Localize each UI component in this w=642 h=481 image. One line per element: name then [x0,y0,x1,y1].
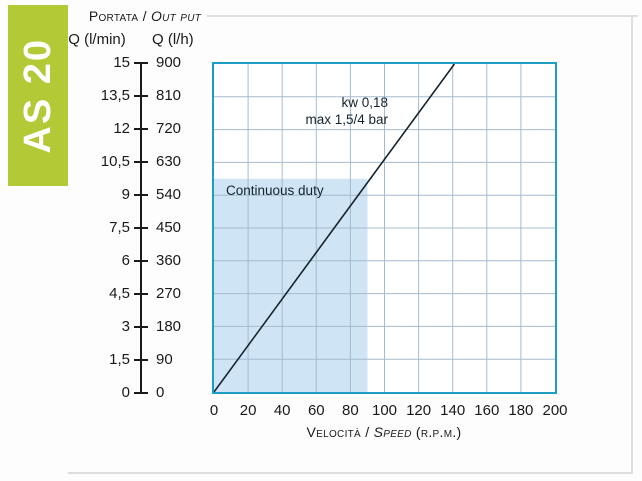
x-axis-tick-label: 20 [239,402,257,419]
product-name: AS 20 [16,37,59,154]
column-header-lmin: Q (l/min) [68,31,126,48]
chart-plot-area: kw 0,18 max 1,5/4 bar Continuous duty [212,62,557,394]
page-divider-right [631,15,633,474]
annotation-power: kw 0,18 [341,95,388,110]
scale-tick-mark [134,62,148,64]
lh-tick-label: 90 [156,351,173,368]
lmin-tick-label: 10,5 [100,153,130,170]
x-axis-tick-label: 200 [542,402,568,419]
scale-tick-mark [134,227,148,229]
annotation-pressure: max 1,5/4 bar [305,112,388,127]
lmin-tick-label: 12 [113,120,130,137]
lh-tick-label: 270 [156,285,182,302]
output-scale-title-italic: Out put [150,8,202,24]
scale-tick-mark [134,194,148,196]
scale-tick-mark [134,293,148,295]
scale-tick-mark [134,326,148,328]
lh-tick-label: 540 [156,186,182,203]
lmin-tick-label: 4,5 [109,285,130,302]
x-axis-tick-label: 40 [273,402,291,419]
x-axis-tick-label: 140 [440,402,466,419]
lmin-tick-label: 6 [121,252,130,269]
continuous-duty-label: Continuous duty [226,183,324,198]
x-axis-tick-label: 100 [371,402,398,419]
x-axis-tick-label: 180 [508,402,534,419]
lmin-tick-label: 1,5 [109,351,130,368]
x-axis-title-normal: Velocità / [306,424,374,440]
lh-tick-label: 720 [156,120,182,137]
x-axis-tick-label: 120 [406,402,432,419]
x-axis-title-suffix: (r.p.m.) [411,424,462,440]
output-scale-title: Portata / Out put [70,8,220,24]
lh-tick-label: 0 [156,384,165,401]
lh-tick-label: 180 [156,318,182,335]
product-badge: AS 20 [8,5,68,186]
output-scale: 15 900 13,5 810 12 720 10,5 630 9 540 7,5 450 6 360 4,… [70,55,220,401]
scale-tick-mark [134,161,148,163]
column-header-lh: Q (l/h) [152,31,194,48]
output-scale-title-normal: Portata / [88,8,151,24]
scale-tick-mark [134,128,148,130]
scale-tick-mark [134,392,148,394]
lmin-tick-label: 13,5 [100,87,130,104]
performance-curve [214,64,456,392]
x-axis-tick-label: 80 [342,402,359,419]
lh-tick-label: 900 [156,54,182,71]
page-divider-top [207,15,638,17]
scale-tick-mark [134,95,148,97]
chart-annotation: kw 0,18 max 1,5/4 bar [214,94,388,128]
lmin-tick-label: 3 [121,318,130,335]
page-divider-bottom [68,472,633,474]
x-axis-title-italic: Speed [373,424,412,440]
x-axis-tick-label: 0 [209,402,219,419]
scale-tick-mark [134,260,148,262]
x-axis-tick-label: 60 [307,402,325,419]
lh-tick-label: 360 [156,252,182,269]
lh-tick-label: 450 [156,219,182,236]
scale-tick-mark [134,359,148,361]
lmin-tick-label: 9 [121,186,130,203]
chart-canvas [214,64,555,392]
lmin-tick-label: 7,5 [109,219,130,236]
lh-tick-label: 630 [156,153,182,170]
lmin-tick-label: 15 [113,54,130,71]
x-axis-title: Velocità / Speed (r.p.m.) [307,424,462,440]
lh-tick-label: 810 [156,87,182,104]
lmin-tick-label: 0 [121,384,130,401]
x-axis-tick-label: 160 [474,402,500,419]
